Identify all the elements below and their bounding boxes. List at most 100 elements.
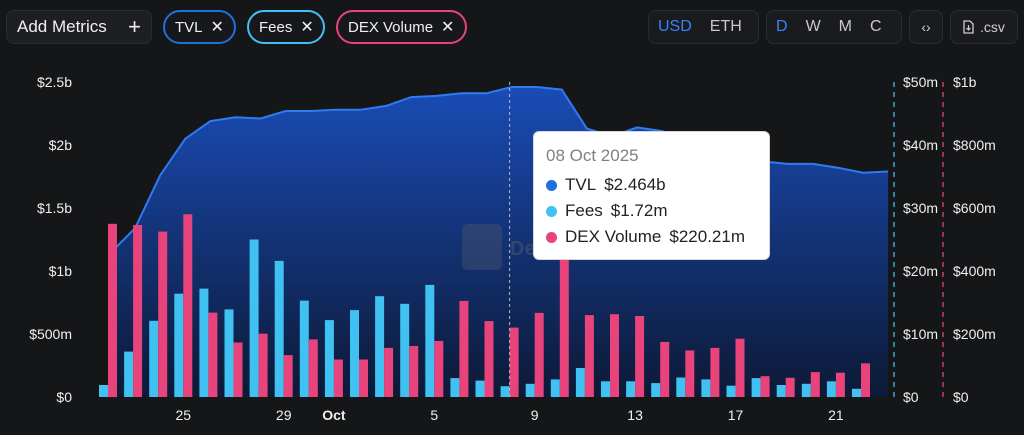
fees-bar[interactable] [500, 386, 510, 397]
download-csv-button[interactable]: .csv [950, 10, 1018, 44]
left-axis-tick: $500m [29, 326, 72, 342]
fees-bar[interactable] [199, 288, 209, 397]
fees-bar[interactable] [350, 310, 359, 397]
fees-dot-icon [546, 205, 557, 217]
fees-bar[interactable] [375, 296, 385, 397]
fees-bar[interactable] [575, 368, 585, 397]
fees-bar[interactable] [601, 381, 610, 398]
dex-volume-bar[interactable] [509, 327, 519, 397]
watermark-text: De [510, 238, 536, 260]
close-icon[interactable]: ✕ [441, 19, 455, 36]
fees-axis-tick: $50m [903, 74, 938, 90]
dex-volume-bar[interactable] [735, 338, 745, 397]
dex-volume-metric-chip[interactable]: DEX Volume ✕ [336, 10, 467, 44]
dex-volume-bar[interactable] [283, 355, 293, 397]
fees-bar[interactable] [400, 303, 410, 397]
dex-volume-bar[interactable] [635, 316, 645, 397]
dex-volume-bar[interactable] [108, 223, 117, 398]
dex-volume-bar[interactable] [409, 346, 419, 397]
dex-volume-bar[interactable] [559, 225, 569, 397]
fees-bar[interactable] [475, 380, 485, 397]
fees-bar[interactable] [726, 385, 736, 397]
close-icon[interactable]: ✕ [210, 19, 224, 36]
dex-volume-bar[interactable] [610, 314, 619, 397]
dex-volume-bar[interactable] [861, 363, 870, 397]
dex-volume-bar[interactable] [158, 231, 168, 397]
dex-volume-bar[interactable] [384, 347, 394, 397]
fees-bar[interactable] [274, 260, 284, 397]
fees-bar[interactable] [701, 379, 711, 397]
fees-bar[interactable] [550, 379, 560, 397]
fees-bar[interactable] [525, 383, 535, 397]
dex-volume-bar[interactable] [484, 321, 494, 397]
currency-eth[interactable]: ETH [709, 18, 742, 35]
fees-bar[interactable] [299, 300, 309, 397]
dex-volume-bar[interactable] [208, 312, 218, 397]
dex-volume-bar[interactable] [258, 333, 268, 397]
dex-volume-bar[interactable] [660, 341, 670, 397]
dex-volume-bar[interactable] [785, 377, 795, 397]
dex-volume-bar[interactable] [810, 372, 820, 397]
tooltip-row-dex-volume: DEX Volume $220.21m [546, 224, 757, 250]
period-monthly[interactable]: M [838, 18, 852, 35]
period-weekly[interactable]: W [805, 18, 821, 35]
fees-bar[interactable] [425, 284, 435, 397]
dex-volume-bar[interactable] [333, 359, 343, 398]
dex-volume-bar[interactable] [685, 350, 695, 397]
embed-code-button[interactable]: ‹› [909, 10, 943, 44]
dex-volume-bar[interactable] [584, 315, 594, 397]
dex-volume-bar[interactable] [710, 347, 720, 397]
dex-volume-dot-icon [546, 231, 557, 243]
fees-bar[interactable] [626, 381, 636, 398]
fees-bar[interactable] [149, 320, 159, 397]
dex-volume-bar[interactable] [835, 372, 845, 397]
fees-metric-chip[interactable]: Fees ✕ [247, 10, 325, 44]
fees-bar[interactable] [249, 239, 259, 398]
currency-usd[interactable]: USD [658, 18, 692, 35]
dex-volume-axis-tick: $800m [953, 137, 996, 153]
tooltip-date: 08 Oct 2025 [546, 146, 639, 165]
fees-bar[interactable] [852, 388, 861, 397]
fees-bar[interactable] [324, 320, 334, 397]
period-daily[interactable]: D [776, 18, 788, 35]
left-axis-tick: $2b [49, 137, 73, 153]
fees-bar[interactable] [651, 383, 661, 397]
dex-volume-bar[interactable] [359, 359, 368, 398]
close-icon[interactable]: ✕ [300, 19, 314, 36]
period-cumulative[interactable]: C [870, 18, 882, 35]
fees-axis-tick: $30m [903, 200, 938, 216]
file-download-icon [963, 20, 974, 34]
fees-axis-tick: $10m [903, 326, 938, 342]
dex-volume-bar[interactable] [233, 342, 243, 398]
fees-axis-tick: $20m [903, 263, 938, 279]
dex-volume-bar[interactable] [183, 214, 193, 397]
fees-bar[interactable] [99, 385, 108, 397]
fees-bar[interactable] [450, 378, 460, 397]
dex-volume-bar[interactable] [133, 225, 143, 397]
dex-volume-bar[interactable] [534, 312, 544, 397]
fees-bar[interactable] [751, 378, 761, 397]
fees-bar[interactable] [224, 309, 234, 397]
dex-volume-axis-tick: $600m [953, 200, 996, 216]
tooltip-label: TVL [565, 175, 597, 194]
dex-volume-axis-tick: $400m [953, 263, 996, 279]
fees-bar[interactable] [174, 293, 184, 397]
dex-volume-bar[interactable] [434, 340, 444, 397]
x-axis-tick: 17 [728, 407, 744, 423]
csv-label: .csv [980, 19, 1005, 35]
add-metrics-button[interactable]: Add Metrics + [6, 10, 152, 44]
plus-icon: + [128, 14, 141, 39]
dex-volume-axis-tick: $200m [953, 326, 996, 342]
dex-volume-bar[interactable] [459, 300, 469, 397]
fees-bar[interactable] [776, 385, 786, 397]
tvl-metric-chip[interactable]: TVL ✕ [163, 10, 236, 44]
fees-bar[interactable] [826, 381, 836, 398]
fees-bar[interactable] [676, 377, 686, 398]
fees-bar[interactable] [801, 383, 811, 397]
fees-bar[interactable] [124, 351, 134, 397]
dex-volume-bar[interactable] [308, 339, 318, 397]
dex-volume-bar[interactable] [760, 376, 770, 397]
toolbar: Add Metrics + TVL ✕ Fees ✕ DEX Volume ✕ … [0, 0, 1024, 56]
x-axis-tick: 25 [176, 407, 192, 423]
